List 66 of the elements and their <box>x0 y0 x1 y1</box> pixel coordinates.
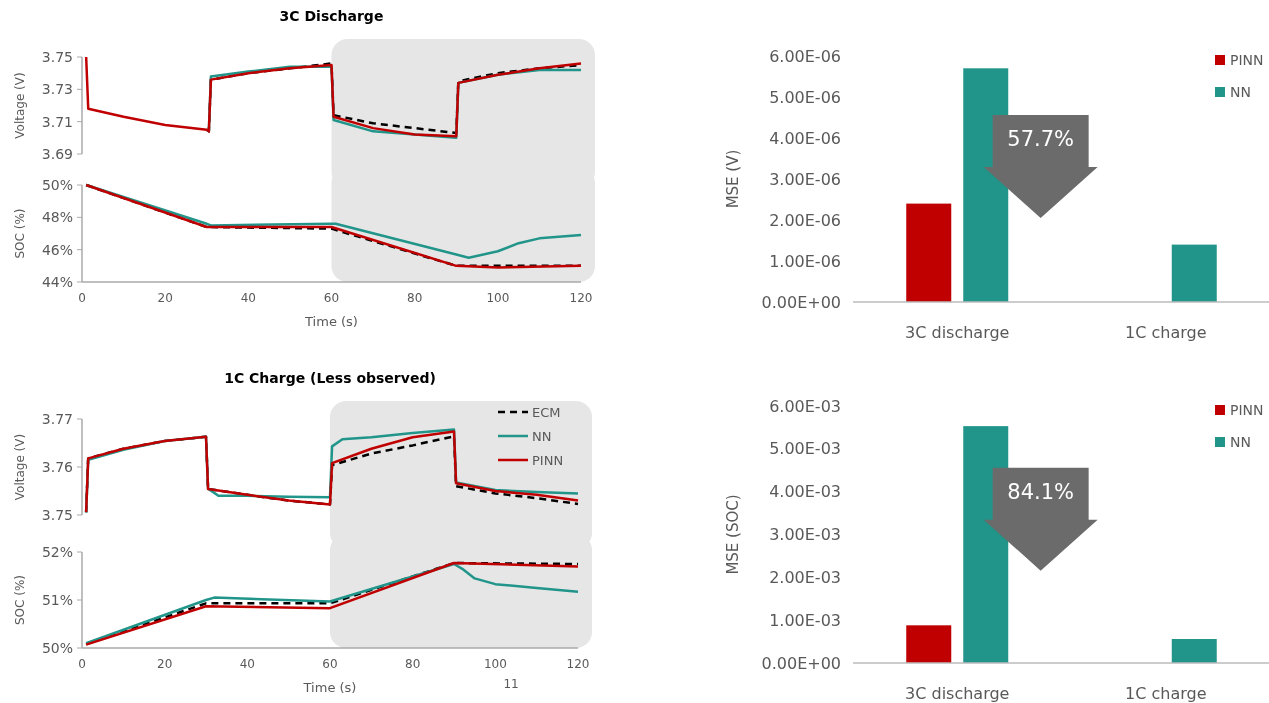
x-axis-title: Time (s) <box>304 314 358 329</box>
y-tick-label: 48% <box>41 209 73 226</box>
y-tick-label: 3.73 <box>41 81 73 98</box>
y-tick-label: 3.77 <box>41 410 73 427</box>
x-tick-label: 80 <box>405 657 421 671</box>
y-tick-label: 3.75 <box>41 48 73 65</box>
y-tick-label: 3.69 <box>41 145 73 162</box>
y-axis-title: Voltage (V) <box>13 72 27 139</box>
y-tick-label: 6.00E-06 <box>769 46 841 66</box>
y-tick-label: 4.00E-03 <box>769 482 841 502</box>
y-tick-label: 3.71 <box>41 113 73 130</box>
legend-label: ECM <box>532 404 561 420</box>
legend-label: PINN <box>1230 401 1264 418</box>
y-axis-title: SOC (%) <box>13 574 27 626</box>
x-tick-label: 20 <box>157 291 173 305</box>
x-tick-label: 40 <box>240 291 256 305</box>
x-tick-label: 60 <box>322 657 338 671</box>
x-tick-label: 80 <box>407 291 423 305</box>
x-tick-label: 0 <box>78 657 86 671</box>
y-tick-label: 44% <box>41 273 73 290</box>
y-tick-label: 2.00E-06 <box>769 210 841 230</box>
legend-label: NN <box>1230 83 1251 100</box>
y-tick-label: 0.00E+00 <box>761 292 841 312</box>
x-tick-label: 20 <box>157 657 173 671</box>
y-tick-label: 5.00E-06 <box>769 87 841 107</box>
legend-label: NN <box>1230 433 1251 450</box>
y-tick-label: 3.00E-06 <box>769 169 841 189</box>
x-tick-label: 120 <box>569 291 593 305</box>
y-tick-label: 4.00E-06 <box>769 128 841 148</box>
x-tick-label: 1C charge <box>1125 684 1207 703</box>
y-tick-label: 52% <box>41 543 73 560</box>
legend-label: NN <box>532 428 552 444</box>
y-axis-title: MSE (V) <box>724 149 742 209</box>
x-tick-label: 100 <box>483 657 507 671</box>
annotation: 57.7% <box>1007 127 1075 152</box>
y-tick-label: 3.00E-03 <box>769 525 841 545</box>
chart-title: 3C Discharge <box>279 8 384 24</box>
y-axis-title: SOC (%) <box>13 208 27 259</box>
y-tick-label: 1.00E-03 <box>769 610 841 630</box>
x-tick-label: 1C charge <box>1125 323 1207 342</box>
x-axis-title: Time (s) <box>302 680 357 695</box>
y-tick-label: 3.75 <box>41 506 73 523</box>
chart-title: 1C Charge (Less observed) <box>224 370 436 386</box>
x-tick-label: 120 <box>566 657 590 671</box>
y-tick-label: 46% <box>41 241 73 258</box>
y-axis-title: MSE (SOC) <box>724 494 742 575</box>
text: 11 <box>503 677 519 691</box>
legend-label: PINN <box>532 452 564 468</box>
y-axis-title: Voltage (V) <box>13 433 27 501</box>
x-tick-label: 0 <box>78 291 86 305</box>
x-tick-label: 60 <box>323 291 340 305</box>
y-tick-label: 1.00E-06 <box>769 251 841 271</box>
y-tick-label: 0.00E+00 <box>761 653 841 673</box>
y-tick-label: 51% <box>41 591 73 608</box>
y-tick-label: 5.00E-03 <box>769 439 841 459</box>
x-tick-label: 3C discharge <box>905 684 1010 703</box>
y-tick-label: 2.00E-03 <box>769 567 841 587</box>
annotation: 84.1% <box>1007 479 1075 504</box>
x-tick-label: 40 <box>239 657 255 671</box>
y-tick-label: 50% <box>41 176 73 193</box>
y-tick-label: 6.00E-03 <box>769 396 841 416</box>
y-tick-label: 3.76 <box>41 458 74 475</box>
y-tick-label: 50% <box>41 639 73 656</box>
x-tick-label: 100 <box>486 291 510 305</box>
legend-label: PINN <box>1230 51 1264 68</box>
x-tick-label: 3C discharge <box>905 323 1010 342</box>
